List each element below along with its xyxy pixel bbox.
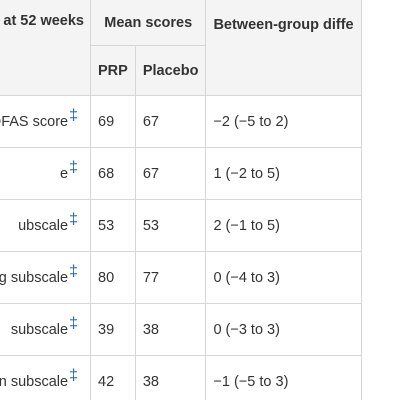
outcome-label: aily living subscale [0,269,69,286]
difference-cell: −2 (−5 to 2) [205,95,362,148]
outcome-label: OFAS score [0,113,69,130]
table-row: ubscale‡ 53 53 2 (−1 to 5) [0,199,362,252]
outcome-cell: subscale‡ [0,303,91,356]
placebo-cell: 38 [134,355,207,400]
footnote-marker[interactable]: ‡ [69,210,78,228]
prp-cell: 69 [90,95,136,148]
footnote-marker[interactable]: ‡ [69,106,78,124]
outcome-label: ubscale [18,217,69,234]
prp-cell: 53 [90,199,136,252]
footnote-marker[interactable]: ‡ [69,262,78,280]
outcome-label: creation subscale [0,373,69,390]
outcome-header: at 52 weeks [0,0,91,96]
prp-cell: 80 [90,251,136,304]
difference-cell: 2 (−1 to 5) [205,199,362,252]
outcome-cell: ubscale‡ [0,199,91,252]
placebo-cell: 53 [134,199,207,252]
subheader-row: PRP Placebo [0,45,361,96]
prp-cell: 68 [90,147,136,200]
header-row: at 52 weeks Mean scores Between-group di… [0,0,362,96]
difference-cell: 0 (−3 to 3) [205,303,362,356]
table-row: e‡ 68 67 1 (−2 to 5) [0,147,362,200]
prp-cell: 39 [90,303,136,356]
footnote-marker[interactable]: ‡ [69,314,78,332]
placebo-header: Placebo [134,45,207,96]
placebo-cell: 38 [134,303,207,356]
difference-cell: 0 (−4 to 3) [205,251,362,304]
table-row: subscale‡ 39 38 0 (−3 to 3) [0,303,362,356]
outcome-label: subscale [10,321,69,338]
prp-header: PRP [90,45,136,96]
prp-cell: 42 [90,355,136,400]
placebo-cell: 77 [134,251,207,304]
outcome-cell: creation subscale‡ [0,355,91,400]
outcome-cell: e‡ [0,147,91,200]
outcome-label: e [60,165,69,182]
footnote-marker[interactable]: ‡ [69,366,78,384]
difference-cell: 1 (−2 to 5) [205,147,362,200]
outcome-cell: aily living subscale‡ [0,251,91,304]
mean-scores-header: Mean scores [89,0,207,46]
results-table: at 52 weeks Mean scores Between-group di… [0,0,362,400]
footnote-marker[interactable]: ‡ [69,158,78,176]
placebo-cell: 67 [134,95,207,148]
placebo-cell: 67 [134,147,207,200]
between-group-header: Between-group diffe [205,0,362,96]
difference-cell: −1 (−5 to 3) [205,355,362,400]
outcome-cell: OFAS score‡ [0,95,91,148]
